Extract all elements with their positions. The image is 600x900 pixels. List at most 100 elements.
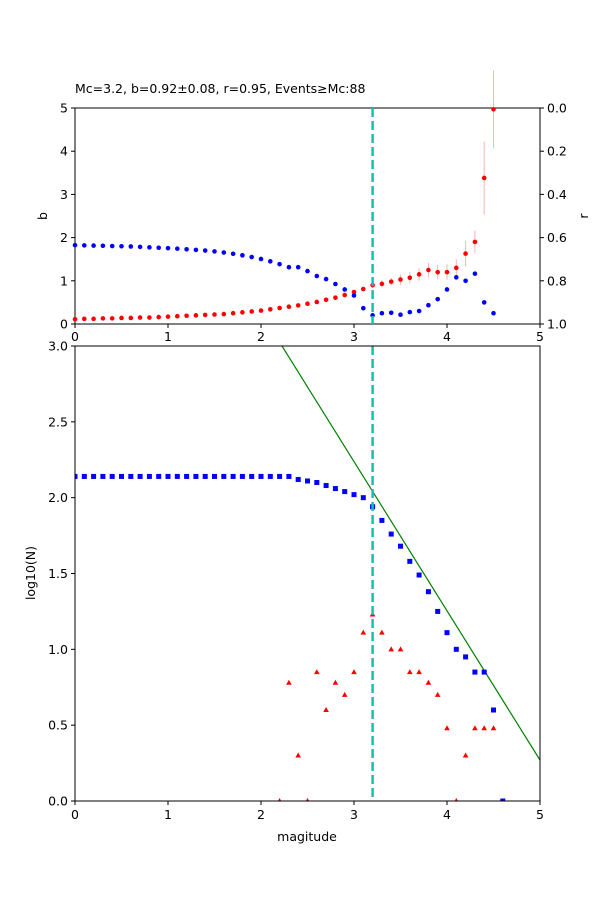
non-cumulative-point [444, 725, 450, 731]
cumulative-point [342, 489, 348, 495]
r-point [165, 245, 171, 251]
cumulative-point [453, 646, 459, 652]
cumulative-point [230, 473, 236, 479]
b-point [230, 310, 236, 316]
b-point [398, 277, 403, 282]
cumulative-point [435, 608, 441, 614]
cumulative-point [258, 473, 264, 479]
r-point [305, 268, 310, 274]
cumulative-point [119, 473, 124, 479]
r-point [258, 256, 264, 262]
b-r-plot-left-ticks: 0 1 2 3 4 5 [60, 101, 75, 332]
r-point [193, 247, 199, 253]
y-tick-label: 3 [60, 187, 68, 202]
b-r-plot-frame [74, 107, 541, 325]
b-point [119, 315, 124, 321]
y-tick-label: 1.0 [48, 642, 68, 657]
x-tick-label: 3 [350, 329, 358, 344]
fmd-x-ticks: 0 1 2 3 4 5 [71, 801, 544, 822]
cumulative-point [75, 473, 78, 479]
b-point [175, 313, 180, 319]
y2-tick-label: 0.2 [547, 144, 567, 159]
non-cumulative-point [286, 679, 292, 685]
r-point [481, 300, 487, 305]
non-cumulative-point [351, 669, 357, 675]
cumulative-point [463, 654, 469, 660]
cumulative-point [100, 473, 106, 479]
b-point [193, 313, 199, 318]
cumulative-point [239, 473, 245, 479]
y2-tick-label: 0.6 [547, 230, 567, 245]
non-cumulative-point [434, 691, 441, 697]
b-point [221, 311, 227, 317]
r-point [407, 309, 413, 315]
r-point [91, 243, 96, 248]
cumulative-point [109, 473, 115, 479]
b-point [314, 299, 320, 305]
y-tick-label: 3.0 [48, 339, 68, 354]
r-point [454, 275, 459, 280]
b-r-plot: 0 1 2 3 4 5 0 1 2 3 4 5 0.0 0.2 0.4 0.6 0.8 1.0 b r [35, 70, 591, 344]
cumulative-point [267, 473, 273, 479]
y-tick-label: 4 [60, 144, 68, 159]
b-point [491, 106, 496, 112]
b-point [109, 316, 115, 321]
y-tick-label: 2 [60, 230, 68, 245]
non-cumulative-point [295, 752, 301, 758]
non-cumulative-point [407, 669, 413, 675]
cumulative-point [481, 669, 487, 675]
cumulative-series [75, 473, 506, 801]
frequency-magnitude-plot: 0 1 2 3 4 5 0.0 0.5 1.0 1.5 2.0 2.5 3.0 magitude lo… [23, 339, 544, 845]
y2-tick-label: 1.0 [547, 317, 567, 332]
r-point [202, 248, 208, 253]
x-tick-label: 3 [350, 807, 358, 822]
cumulative-point [212, 473, 217, 479]
b-point [100, 316, 106, 321]
r-point [184, 246, 189, 252]
b-point [463, 251, 468, 256]
b-point [147, 315, 152, 320]
y2-tick-label: 0.8 [547, 273, 567, 288]
y-tick-label: 0.0 [48, 794, 68, 809]
b-point [91, 316, 96, 322]
magnitude-axis-label: magitude [277, 829, 337, 844]
fmd-y-ticks: 0.0 0.5 1.0 1.5 2.0 2.5 3.0 [48, 339, 75, 809]
non-cumulative-point [397, 646, 404, 652]
cumulative-point [425, 589, 431, 595]
r-point [333, 281, 338, 287]
b-point [472, 239, 478, 245]
log-n-axis-label: log10(N) [23, 546, 38, 600]
b-point [249, 309, 254, 314]
b-point [361, 286, 366, 292]
y-tick-label: 2.5 [48, 414, 68, 429]
r-point [426, 302, 431, 308]
cumulative-point [398, 543, 403, 549]
r-point [212, 249, 217, 254]
non-cumulative-series [277, 611, 497, 801]
b-point [407, 275, 413, 281]
non-cumulative-point [360, 629, 367, 635]
b-point [426, 267, 431, 273]
r-point [286, 264, 292, 270]
x-tick-label: 4 [443, 807, 451, 822]
b-point [258, 308, 264, 313]
non-cumulative-point [305, 798, 310, 801]
b-error-bars [362, 70, 494, 292]
non-cumulative-point [425, 679, 432, 685]
x-tick-label: 4 [443, 329, 451, 344]
fit-line-group [281, 346, 540, 761]
b-point [202, 312, 208, 318]
non-cumulative-point [388, 646, 394, 652]
x-tick-label: 2 [257, 329, 265, 344]
non-cumulative-point [323, 707, 329, 712]
r-point [147, 245, 152, 250]
b-point [416, 272, 422, 277]
r-point [109, 243, 115, 249]
non-cumulative-point [416, 669, 422, 675]
cumulative-point [360, 495, 366, 501]
b-point [240, 310, 245, 315]
cumulative-point [165, 473, 171, 479]
cumulative-point [323, 483, 329, 489]
y-tick-label: 0.5 [48, 718, 68, 733]
